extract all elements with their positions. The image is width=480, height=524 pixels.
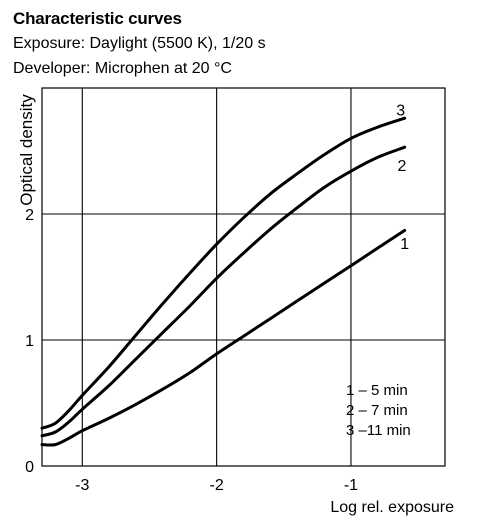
curve-1: [40, 228, 407, 447]
x-tick-label-1: -2: [210, 477, 224, 494]
curves-layer: [40, 116, 407, 447]
x-tick-label-0: -3: [75, 477, 89, 494]
curve-label-1: 1: [400, 236, 409, 253]
plot-frame: [41, 87, 446, 467]
curve-labels: 1 2 3: [396, 102, 409, 253]
x-axis-label: Log rel. exposure: [330, 499, 454, 516]
curve-label-3: 3: [396, 102, 405, 119]
x-tick-label-2: -1: [344, 477, 358, 494]
y-tick-label-2: 2: [25, 207, 34, 224]
y-tick-label-1: 1: [25, 333, 34, 350]
legend-entry-3: 3 –11 min: [346, 422, 411, 439]
tick-labels: -3 -2 -1 0 1 2: [25, 207, 358, 494]
chart-subtitle-developer: Developer: Microphen at 20 °C: [13, 60, 232, 77]
curve-3: [40, 116, 407, 430]
chart-subtitle-exposure: Exposure: Daylight (5500 K), 1/20 s: [13, 35, 266, 52]
chart-title: Characteristic curves: [13, 9, 182, 28]
curve-2: [40, 145, 407, 438]
curve-label-2: 2: [398, 158, 407, 175]
y-tick-label-0: 0: [25, 459, 34, 476]
y-axis-label: Optical density: [17, 94, 36, 206]
legend-entry-1: 1 – 5 min: [346, 382, 408, 399]
legend-entry-2: 2 – 7 min: [346, 402, 408, 419]
legend: 1 – 5 min 2 – 7 min 3 –11 min: [346, 382, 411, 439]
